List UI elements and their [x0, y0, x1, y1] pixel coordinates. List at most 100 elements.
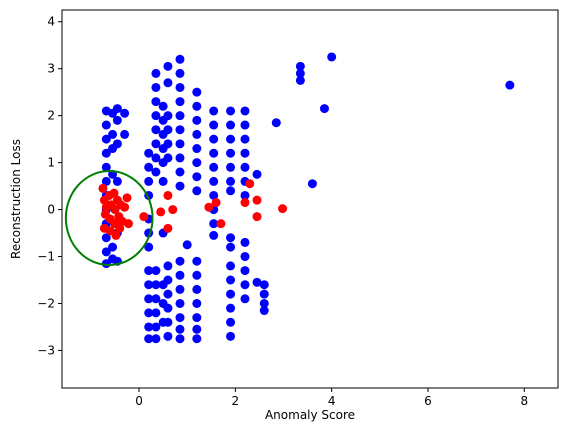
- data-point-series-0-95: [192, 115, 202, 125]
- data-point-series-0-145: [252, 169, 262, 179]
- data-point-series-0-63: [163, 61, 173, 71]
- data-point-series-0-143: [240, 280, 250, 290]
- x-axis-label: Anomaly Score: [265, 408, 355, 422]
- data-point-series-0-34: [144, 280, 154, 290]
- data-point-series-0-108: [209, 106, 219, 116]
- data-point-series-0-109: [209, 120, 219, 130]
- data-point-series-0-114: [209, 190, 219, 200]
- data-point-series-0-85: [175, 256, 185, 266]
- data-point-series-0-76: [175, 68, 185, 78]
- data-point-series-0-75: [175, 54, 185, 64]
- data-point-series-0-120: [226, 134, 236, 144]
- data-point-series-1-18: [120, 202, 130, 212]
- data-point-series-1-12: [111, 230, 121, 240]
- data-point-series-0-90: [175, 324, 185, 334]
- x-tick-label-3: 6: [424, 394, 432, 408]
- data-point-series-0-27: [144, 162, 154, 172]
- data-point-series-0-94: [192, 101, 202, 111]
- data-point-series-0-146: [252, 277, 262, 287]
- data-point-series-0-21: [112, 176, 122, 186]
- data-point-series-1-25: [168, 205, 178, 215]
- data-point-series-0-117: [209, 230, 219, 240]
- data-point-series-0-4: [101, 162, 111, 172]
- data-point-series-0-153: [295, 68, 305, 78]
- data-point-series-1-28: [216, 219, 226, 229]
- data-point-series-0-150: [259, 306, 269, 316]
- data-point-series-0-65: [163, 111, 173, 121]
- data-point-series-0-105: [192, 313, 202, 323]
- data-point-series-0-18: [112, 104, 122, 114]
- data-point-series-0-132: [226, 331, 236, 341]
- data-point-series-0-92: [182, 240, 192, 250]
- data-point-series-0-142: [240, 266, 250, 276]
- data-point-series-0-125: [226, 233, 236, 243]
- data-point-series-1-27: [211, 198, 221, 208]
- y-tick-label-7: 4: [47, 15, 55, 29]
- data-point-series-0-157: [327, 52, 337, 62]
- data-point-series-1-23: [163, 190, 173, 200]
- data-point-series-1-21: [139, 212, 149, 222]
- data-point-series-0-32: [144, 242, 154, 252]
- data-point-series-0-148: [259, 289, 269, 299]
- y-tick-label-5: 2: [47, 109, 55, 123]
- data-point-series-0-1: [101, 120, 111, 130]
- data-point-series-0-28: [144, 176, 154, 186]
- data-point-series-0-80: [175, 125, 185, 135]
- data-point-series-0-67: [163, 139, 173, 149]
- data-point-series-0-48: [151, 280, 161, 290]
- data-point-series-0-152: [295, 61, 305, 71]
- data-point-series-0-129: [226, 289, 236, 299]
- data-point-series-0-127: [226, 261, 236, 271]
- data-point-series-0-47: [151, 266, 161, 276]
- data-point-series-0-158: [505, 80, 515, 90]
- data-point-series-0-40: [151, 82, 161, 92]
- plot-frame: [61, 9, 559, 389]
- data-point-series-0-25: [120, 129, 130, 139]
- x-tick-label-2: 4: [328, 394, 336, 408]
- data-point-series-0-70: [163, 275, 173, 285]
- data-point-series-0-45: [151, 153, 161, 163]
- data-point-series-1-32: [252, 212, 262, 222]
- data-point-series-0-128: [226, 275, 236, 285]
- data-point-series-0-101: [192, 256, 202, 266]
- data-point-series-0-106: [192, 324, 202, 334]
- data-point-series-0-50: [151, 308, 161, 318]
- data-point-series-1-15: [115, 223, 125, 233]
- data-point-series-0-74: [163, 331, 173, 341]
- data-point-series-0-37: [144, 322, 154, 332]
- data-point-series-0-137: [240, 162, 250, 172]
- data-point-series-1-9: [109, 188, 119, 198]
- data-point-series-0-41: [151, 97, 161, 107]
- data-point-series-0-96: [192, 129, 202, 139]
- data-point-series-0-73: [163, 317, 173, 327]
- data-point-series-0-156: [319, 104, 329, 114]
- data-point-series-0-64: [163, 78, 173, 88]
- data-point-series-0-2: [101, 134, 111, 144]
- y-tick-label-6: 3: [47, 62, 55, 76]
- data-point-series-0-104: [192, 298, 202, 308]
- data-point-series-1-24: [163, 223, 173, 233]
- data-point-series-0-154: [295, 75, 305, 85]
- data-point-series-0-116: [209, 219, 219, 229]
- data-point-series-0-79: [175, 111, 185, 121]
- data-point-series-0-88: [175, 298, 185, 308]
- data-point-series-0-147: [259, 280, 269, 290]
- data-point-series-1-26: [204, 202, 214, 212]
- data-point-series-0-133: [240, 106, 250, 116]
- data-point-series-1-29: [240, 198, 250, 208]
- data-point-series-0-149: [259, 298, 269, 308]
- data-point-series-0-46: [151, 167, 161, 177]
- data-point-series-0-93: [192, 87, 202, 97]
- data-point-series-0-51: [151, 322, 161, 332]
- data-point-series-0-119: [226, 120, 236, 130]
- data-point-series-0-72: [163, 303, 173, 313]
- data-point-series-0-83: [175, 167, 185, 177]
- data-point-series-0-71: [163, 289, 173, 299]
- data-point-series-0-131: [226, 317, 236, 327]
- data-point-series-0-10: [101, 247, 111, 257]
- data-point-series-0-140: [240, 237, 250, 247]
- data-point-series-0-24: [120, 108, 130, 118]
- data-point-series-0-68: [163, 153, 173, 163]
- data-point-series-0-84: [175, 181, 185, 191]
- y-tick-label-3: 0: [47, 203, 55, 217]
